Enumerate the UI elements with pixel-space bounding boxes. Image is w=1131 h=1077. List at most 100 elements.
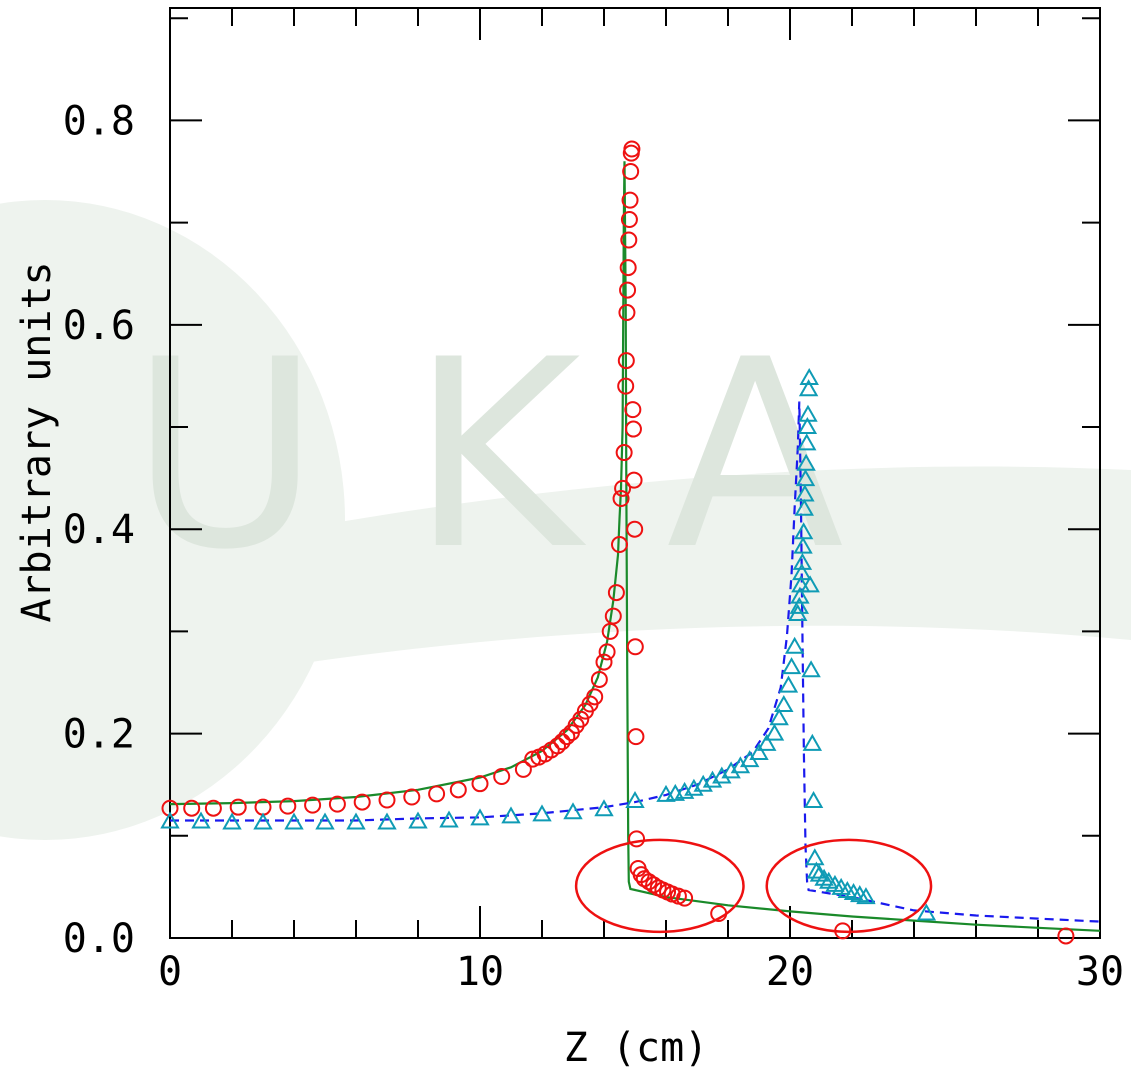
circle-marker (586, 688, 604, 706)
circle-marker (618, 304, 636, 322)
triangle-marker (749, 743, 769, 761)
circle-marker (183, 799, 201, 817)
circle-marker (607, 584, 625, 602)
y-tick-label: 0.0 (63, 916, 135, 962)
triangle-marker (814, 868, 834, 886)
circle-marker (611, 536, 628, 554)
circle-marker (621, 191, 639, 209)
highlight-ellipse (574, 838, 745, 934)
triangle-marker (797, 416, 818, 435)
triangle-marker (408, 811, 428, 829)
triangle-marker (253, 812, 273, 830)
triangle-marker (798, 404, 818, 422)
circle-marker (635, 870, 653, 888)
circle-marker (626, 520, 644, 538)
triangle-marker (774, 694, 794, 712)
triangle-marker (796, 453, 816, 471)
triangle-marker (470, 808, 490, 826)
circle-marker (676, 889, 694, 907)
circle-marker (614, 479, 632, 497)
triangle-marker (784, 636, 805, 654)
circle-marker (161, 799, 179, 817)
triangle-marker (797, 433, 817, 451)
triangle-marker (792, 552, 813, 570)
y-tick-label: 0.6 (63, 303, 135, 349)
triangle-marker (346, 812, 366, 830)
triangle-marker (778, 675, 799, 693)
circle-marker (1057, 927, 1075, 945)
triangle-marker (802, 733, 823, 751)
circle-marker (615, 444, 633, 462)
watermark-text: UKA (130, 305, 934, 607)
triangle-marker (532, 804, 552, 822)
triangle-marker (594, 799, 614, 817)
circle-marker (620, 231, 638, 249)
triangle-marker (806, 861, 827, 879)
triangle-marker (625, 791, 645, 809)
circle-marker (204, 799, 222, 817)
triangle-marker (792, 563, 812, 581)
y-tick-label: 0.2 (63, 712, 135, 758)
triangle-marker (793, 536, 813, 554)
circle-marker (553, 733, 571, 751)
triangle-marker (712, 766, 732, 784)
triangle-marker (791, 575, 811, 593)
triangle-marker (721, 761, 741, 779)
circle-marker (624, 401, 642, 419)
circle-marker (623, 140, 641, 158)
circle-marker (604, 607, 622, 625)
circle-marker (572, 710, 590, 728)
circle-marker (625, 471, 643, 489)
triangle-marker (789, 596, 810, 614)
triangle-marker (501, 806, 521, 824)
triangle-marker (794, 498, 814, 516)
circle-marker (558, 728, 576, 746)
triangle-marker (563, 802, 583, 820)
triangle-marker (769, 708, 789, 726)
triangle-marker (781, 657, 802, 675)
circle-marker (304, 796, 322, 814)
circle-marker (279, 797, 297, 815)
circle-marker (628, 830, 646, 848)
triangle-marker (916, 903, 937, 921)
circle-marker (595, 653, 613, 671)
triangle-marker (856, 887, 876, 905)
triangle-marker (803, 791, 824, 809)
circle-marker (619, 259, 637, 277)
annotations (574, 838, 933, 934)
x-tick-label: 10 (456, 949, 504, 995)
circle-marker (627, 728, 645, 746)
circle-marker (449, 781, 467, 799)
circle-marker (493, 768, 511, 786)
circle-marker (620, 211, 638, 229)
triangle-marker (439, 810, 459, 828)
triangle-marker (793, 522, 814, 540)
circle-marker (624, 420, 642, 438)
x-tick-label: 20 (766, 949, 814, 995)
y-axis-label: Arbitrary units (14, 261, 60, 622)
triangle-marker (284, 812, 304, 830)
circle-marker (328, 795, 346, 813)
ticks: 0 10 20 30 0.0 0.2 0.4 0.6 0.8 (63, 8, 1124, 995)
plot-frame (169, 7, 1101, 939)
triangle-marker (795, 469, 816, 487)
circle-marker (619, 281, 637, 299)
triangle-marker (222, 812, 242, 830)
circle-marker (617, 377, 635, 395)
watermark-swoosh (0, 466, 1131, 720)
circle-marker (645, 876, 663, 894)
triangle-marker (377, 812, 397, 830)
y-tick-label: 0.4 (63, 507, 135, 553)
circle-marker (612, 490, 630, 508)
circle-marker (514, 760, 532, 778)
x-tick-label: 0 (158, 949, 182, 995)
circle-marker (640, 873, 658, 891)
watermark: UKA (0, 200, 1131, 840)
triangle-marker (191, 811, 211, 829)
circle-marker (622, 163, 640, 181)
highlight-ellipse (765, 838, 933, 934)
triangle-marker (757, 733, 777, 751)
circle-marker (549, 737, 566, 755)
